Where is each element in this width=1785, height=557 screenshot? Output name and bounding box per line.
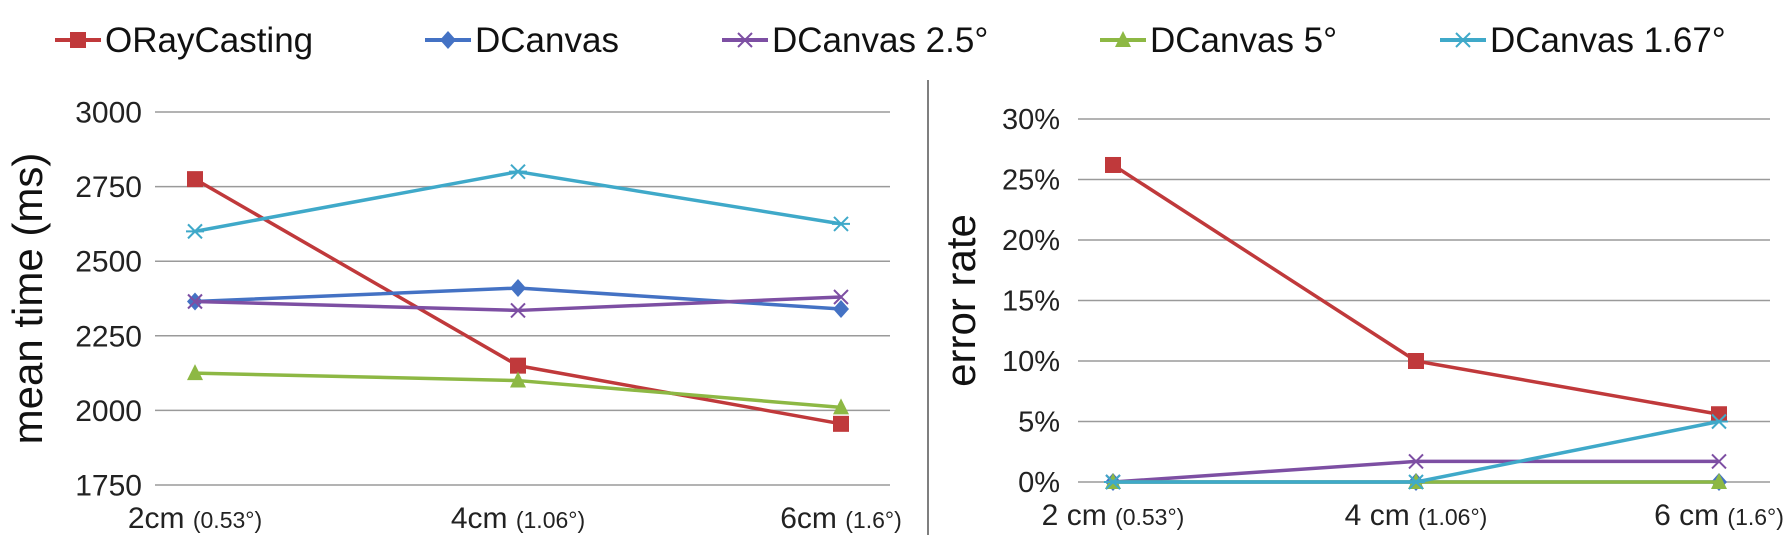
y-tick-label: 2250 xyxy=(75,320,142,353)
series-dcanvas-5deg xyxy=(187,364,849,415)
data-point xyxy=(833,299,849,318)
y-axis-title: error rate xyxy=(937,214,984,387)
data-point xyxy=(1710,413,1728,430)
data-point xyxy=(509,163,527,180)
legend-marker xyxy=(737,32,753,48)
series-oraycasting xyxy=(1105,156,1727,423)
data-point xyxy=(832,216,850,232)
x-tick-label: 4cm (1.06°) xyxy=(451,502,585,535)
x-tick-label: 4 cm (1.06°) xyxy=(1345,499,1488,532)
legend-marker xyxy=(1454,32,1472,48)
legend-item-dcanvas-2-5deg: DCanvas 2.5° xyxy=(722,21,988,60)
data-point xyxy=(510,371,526,388)
data-point xyxy=(1711,473,1727,489)
y-tick-label: 10% xyxy=(1002,346,1060,378)
series-line xyxy=(1113,419,1720,484)
data-point xyxy=(510,357,526,374)
y-tick-label: 2500 xyxy=(75,246,142,279)
legend-item-dcanvas-1-67deg: DCanvas 1.67° xyxy=(1440,21,1726,60)
legend-item-dcanvas: DCanvas xyxy=(425,21,619,60)
data-point xyxy=(833,289,849,305)
y-tick-label: 15% xyxy=(1002,286,1060,318)
legend-marker xyxy=(440,31,456,49)
series-dcanvas-1-67deg xyxy=(186,163,850,240)
gridlines xyxy=(1078,118,1770,483)
gridlines xyxy=(155,111,890,486)
y-tick-label: 3000 xyxy=(75,97,142,130)
error-rate-chart: 0% 5% 10% 15% 20% 25% 30% 2 cm (0.53°) 4 cm (1.0… xyxy=(937,104,1784,532)
series-line xyxy=(194,169,842,234)
y-tick-label: 0% xyxy=(1018,467,1060,499)
mean-time-chart: 1750 2000 2250 2500 2750 3000 2cm (0.53°) 4cm (… xyxy=(4,97,902,536)
legend-label: DCanvas 1.67° xyxy=(1490,21,1726,60)
data-point xyxy=(1711,406,1727,423)
y-tick-label: 20% xyxy=(1002,225,1060,257)
legend-item-oraycasting: ORayCasting xyxy=(55,21,313,60)
legend-label: ORayCasting xyxy=(105,21,313,60)
data-point xyxy=(1711,453,1727,470)
y-tick-label: 2000 xyxy=(75,395,142,428)
series-line xyxy=(1112,163,1720,416)
data-point xyxy=(187,171,203,188)
data-point xyxy=(1408,353,1424,369)
data-point xyxy=(1104,474,1122,490)
y-tick-label: 2750 xyxy=(75,171,142,204)
x-tick-label: 6 cm (1.6°) xyxy=(1654,499,1784,532)
series-dcanvas-2-5deg xyxy=(187,289,849,319)
data-point xyxy=(1105,156,1121,173)
legend-item-dcanvas-5deg: DCanvas 5° xyxy=(1100,21,1337,60)
data-point xyxy=(833,398,849,415)
data-point xyxy=(1408,453,1424,470)
data-point xyxy=(1407,474,1425,490)
legend-marker xyxy=(1115,31,1131,47)
y-tick-label: 5% xyxy=(1018,407,1060,439)
y-tick-label: 1750 xyxy=(75,470,142,503)
y-axis-title: mean time (ms) xyxy=(4,153,51,445)
legend-label: DCanvas 2.5° xyxy=(772,21,988,60)
series-dcanvas-1-67deg xyxy=(1104,413,1728,490)
legend: ORayCasting DCanvas DCanvas 2.5° DCanvas 5°… xyxy=(55,21,1726,60)
data-point xyxy=(186,223,204,240)
x-tick-label: 6cm (1.6°) xyxy=(780,502,902,535)
data-point xyxy=(187,293,203,310)
data-point xyxy=(510,279,526,298)
legend-marker xyxy=(70,32,86,48)
y-tick-label: 25% xyxy=(1002,165,1060,197)
data-point xyxy=(833,415,849,432)
series-oraycasting xyxy=(187,171,849,432)
y-tick-label: 30% xyxy=(1002,104,1060,136)
x-tick-label: 2cm (0.53°) xyxy=(128,502,262,535)
legend-label: DCanvas xyxy=(475,21,619,60)
x-tick-label: 2 cm (0.53°) xyxy=(1042,499,1185,532)
legend-label: DCanvas 5° xyxy=(1150,21,1337,60)
data-point xyxy=(187,364,203,381)
data-point xyxy=(510,302,526,319)
